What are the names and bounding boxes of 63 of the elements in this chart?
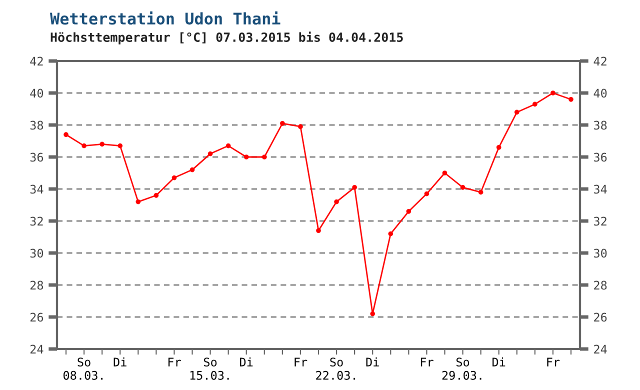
x-tick-label: Di (492, 357, 506, 366)
x-tick-label: Di (240, 357, 253, 366)
point (298, 124, 303, 130)
point (370, 311, 376, 316)
point (262, 154, 267, 160)
point (550, 90, 556, 96)
point (82, 143, 86, 148)
point (64, 132, 68, 138)
point (316, 228, 321, 234)
y-tick-label: 34 (30, 184, 44, 194)
y-tick-label: 26 (30, 312, 44, 322)
x-tick-label: So 15.03. (190, 358, 229, 380)
point (442, 170, 448, 176)
y2-tick-label: 40 (594, 88, 607, 98)
y-tick-label: 38 (30, 120, 44, 130)
x-tick-label: So 29.03. (442, 358, 482, 380)
x-tick-label: So 22.03. (316, 358, 356, 380)
y2-tick-label: 30 (594, 248, 607, 258)
y-tick-label: 32 (30, 216, 43, 226)
point (514, 110, 520, 115)
point (280, 120, 285, 126)
point (100, 142, 105, 147)
chart-title: Wetterstation Udon Thani (50, 11, 280, 25)
point (226, 143, 231, 148)
x-tick-label: Fr (420, 358, 434, 366)
y-tick-label: 40 (30, 88, 44, 98)
point (388, 231, 394, 236)
x-tick-label: Fr (168, 358, 181, 366)
x-tick-label: So 08.03. (63, 358, 103, 380)
point (244, 154, 249, 160)
y-tick-label: 42 (30, 56, 43, 66)
x-tick-label: Fr (294, 358, 308, 366)
point (496, 144, 502, 150)
point (190, 167, 195, 172)
y2-tick-label: 36 (594, 152, 607, 162)
y2-tick-label: 32 (594, 216, 606, 226)
y2-tick-label: 28 (594, 280, 607, 290)
y2-tick-label: 34 (594, 184, 607, 194)
point (460, 184, 466, 190)
point (424, 191, 430, 196)
point (532, 102, 538, 107)
point (118, 143, 123, 148)
y-tick-label: 30 (30, 248, 44, 258)
x-tick-label: Di (366, 357, 379, 366)
point (208, 151, 213, 156)
y-tick-label: 36 (30, 152, 44, 162)
point (478, 190, 484, 195)
point (352, 184, 357, 190)
chart-subtitle: Höchsttemperatur [°C] 07.03.2015 bis 04.04.2015 (50, 32, 403, 44)
point (568, 96, 574, 102)
y-tick-label: 24 (30, 344, 44, 354)
point (154, 192, 159, 198)
x-tick-label: Di (114, 357, 126, 366)
y2-tick-label: 24 (594, 344, 607, 354)
point (334, 199, 339, 204)
x-tick-label: Fr (547, 358, 560, 366)
point (406, 208, 412, 214)
y-tick-label: 28 (30, 280, 44, 290)
y2-tick-label: 38 (594, 120, 607, 130)
point (136, 199, 141, 204)
y2-tick-label: 26 (594, 312, 607, 322)
point (172, 175, 177, 180)
y2-tick-label: 42 (594, 56, 606, 66)
